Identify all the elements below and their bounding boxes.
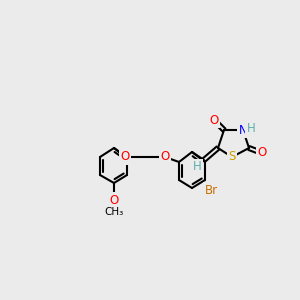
Text: CH₃: CH₃ — [104, 207, 124, 217]
Text: H: H — [247, 122, 255, 134]
Text: O: O — [160, 151, 169, 164]
Text: S: S — [228, 151, 236, 164]
Text: N: N — [238, 124, 247, 136]
Text: O: O — [110, 194, 118, 206]
Text: Br: Br — [204, 184, 218, 196]
Text: O: O — [120, 151, 130, 164]
Text: H: H — [193, 160, 201, 173]
Text: O: O — [257, 146, 267, 160]
Text: O: O — [209, 113, 219, 127]
